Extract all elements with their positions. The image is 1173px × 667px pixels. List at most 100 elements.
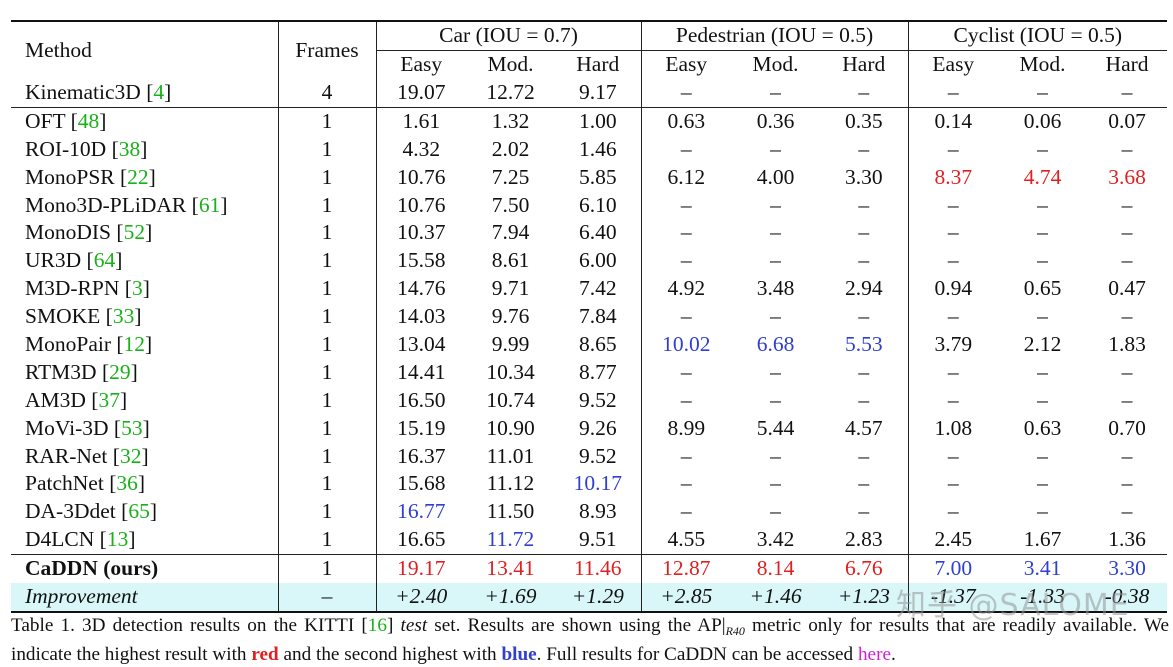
value-cell: – [770,499,781,524]
value-cell: – [770,304,781,329]
table-row: PatchNet [36] 1 15.68 11.12 10.17 – – – – – – [11,470,1167,499]
value-cell: – [820,386,909,415]
frames-cell: 1 [278,163,377,192]
header-car-mod: Mod. [487,52,534,77]
citation-link[interactable]: 32 [119,443,142,468]
citation-link[interactable]: 13 [106,527,129,552]
value-cell: 7.00 [908,553,999,583]
method-cell: Improvement [11,582,279,613]
value-cell: – [1121,387,1133,412]
method-cell: MonoPSR [22] [11,163,279,192]
value-cell: +1.23 [820,582,909,613]
citation-link[interactable]: 4 [153,79,165,104]
value-cell: 6.68 [756,331,795,356]
value-cell: 10.02 [662,331,711,356]
header-group-car: Car (IOU = 0.7) [376,19,642,51]
value-cell: 14.41 [397,359,446,384]
value-cell: – [820,191,909,220]
citation-link[interactable]: 38 [118,136,141,161]
value-cell: 0.70 [1108,415,1146,440]
citation-link[interactable]: 33 [112,304,135,329]
value-cell: 7.94 [491,220,530,245]
value-cell: 3.79 [934,331,973,356]
value-cell: 2.12 [1023,331,1062,356]
method-cell: RTM3D [29] [11,358,279,387]
method-cell: DA-3Ddet [65] [11,498,279,527]
value-cell: 10.37 [397,220,446,245]
value-cell: 4.92 [667,276,706,301]
citation-link[interactable]: 22 [127,164,149,189]
value-cell: 4.55 [667,527,706,552]
caption-text-3: set. Results are shown using the AP| [427,615,726,636]
value-cell: 1.36 [1108,527,1146,552]
value-cell: – [947,499,959,524]
value-cell: +1.46 [731,582,821,613]
value-cell: – [1037,359,1048,384]
method-name: Kinematic3D [25,79,141,104]
value-cell: – [680,79,692,104]
table-row: UR3D [64] 1 15.58 8.61 6.00 – – – – – – [11,247,1167,276]
value-cell: 8.77 [555,358,642,387]
caption-text-2: ] [386,615,401,636]
citation-link[interactable]: 65 [128,499,150,524]
caption-text-6: . Full results for CaDDN can be accessed [536,644,858,665]
value-cell: – [1037,220,1048,245]
value-cell: 6.12 [667,164,706,189]
value-cell: +1.29 [555,582,642,613]
value-cell: – [770,248,781,273]
method-cell: MonoDIS [52] [11,219,279,248]
citation-link[interactable]: 61 [198,192,221,217]
value-cell: 1.00 [555,106,642,136]
frames-cell: 1 [278,191,377,220]
value-cell: 0.47 [1108,276,1146,301]
caption-citation-link[interactable]: 16 [367,615,387,636]
value-cell: 2.94 [820,275,909,303]
table-row: MonoPSR [22] 1 10.76 7.25 5.85 6.12 4.00 3.30 8.… [11,163,1167,192]
citation-link[interactable]: 53 [121,415,143,440]
value-cell: 2.02 [491,136,530,161]
value-cell: 0.63 [1023,415,1062,440]
value-cell: – [947,220,959,245]
value-cell: 12.87 [641,553,732,583]
citation-link[interactable]: 29 [109,359,131,384]
citation-link[interactable]: 12 [123,331,146,356]
value-cell: – [680,304,692,329]
citation-link[interactable]: 37 [98,387,120,412]
value-cell: 0.36 [731,106,821,136]
frames-cell: 1 [278,442,377,471]
method-name: AM3D [25,387,86,412]
table-row: ROI-10D [38] 1 4.32 2.02 1.46 – – – – – – [11,135,1167,164]
value-cell: – [947,471,959,496]
value-cell: 6.10 [555,191,642,220]
citation-link[interactable]: 36 [116,471,138,496]
header-row-difficulty: Easy Mod. Hard Easy Mod. Hard Easy Mod. … [11,50,1167,79]
value-cell: 0.14 [908,106,999,136]
citation-link[interactable]: 3 [131,276,143,301]
value-cell: – [770,220,781,245]
frames-cell: – [278,582,377,613]
value-cell: – [820,442,909,471]
method-cell: AM3D [37] [11,386,279,415]
caption-test-word: test [400,615,428,636]
value-cell: – [770,136,781,161]
value-cell: – [770,79,781,104]
citation-link[interactable]: 64 [93,248,116,273]
value-cell: 1.61 [376,106,466,136]
caption-here-link[interactable]: here [857,644,891,665]
caption-text-7: . [890,644,896,665]
table-caption: Table 1. 3D detection results on the KIT… [11,614,1169,667]
frames-cell: 1 [278,414,377,443]
value-cell: 0.35 [820,106,909,136]
citation-link[interactable]: 52 [123,220,146,245]
value-cell: – [680,387,692,412]
method-name: MonoPair [25,331,111,356]
value-cell: +2.85 [641,582,732,613]
value-cell: – [680,359,692,384]
value-cell: – [1037,443,1048,468]
citation-link[interactable]: 48 [77,108,100,133]
value-cell: – [947,192,959,217]
table-row: MonoDIS [52] 1 10.37 7.94 6.40 – – – – – – [11,219,1167,248]
results-table: Method Frames Car (IOU = 0.7) Pedestrian… [11,19,1168,613]
value-cell: 16.50 [397,387,446,412]
value-cell: 11.72 [486,527,535,552]
